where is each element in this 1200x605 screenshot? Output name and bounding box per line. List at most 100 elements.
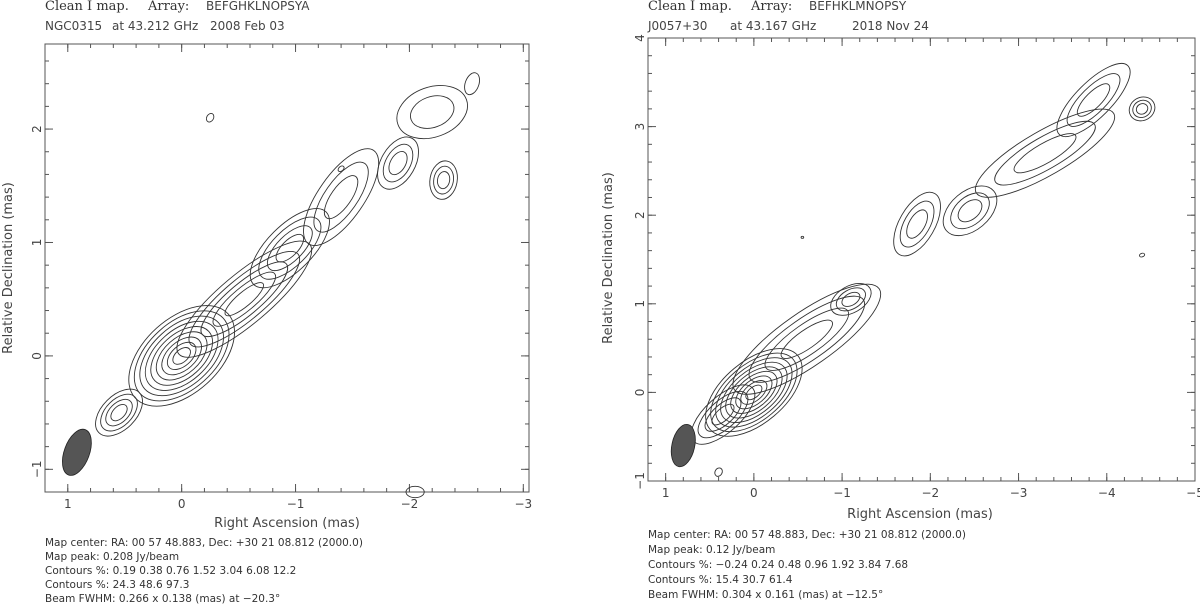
left-contour: [139, 315, 224, 397]
left-array: BEFGHKLNOPSYA: [206, 0, 310, 13]
right-contour: [711, 403, 735, 426]
right-contour: [710, 352, 798, 433]
right-contour: [1076, 83, 1111, 117]
left-contour: [382, 143, 414, 183]
right-date: 2018 Nov 24: [852, 19, 929, 33]
left-contour: [249, 208, 330, 289]
right-contour: [720, 361, 788, 423]
left-contour: [303, 148, 380, 246]
left-source: NGC0315: [45, 19, 102, 33]
left-contour: [396, 85, 468, 140]
left-contour: [436, 171, 451, 190]
left-ytick-label: 1: [30, 239, 44, 247]
right-title: Clean I map.: [648, 0, 732, 14]
right-contours: [670, 63, 1156, 477]
left-contour: [150, 326, 213, 386]
left-date: 2008 Feb 03: [210, 19, 285, 33]
left-contour: [188, 250, 301, 348]
right-contour: [957, 199, 983, 223]
left-contour: [258, 216, 322, 280]
left-contour: [464, 72, 480, 96]
right-contour: [714, 467, 723, 477]
left-xtick-label: 1: [64, 497, 72, 511]
right-array-label: Array:: [750, 0, 792, 14]
left-contour: [161, 336, 202, 376]
right-contour: [732, 283, 882, 395]
left-contour: [313, 161, 369, 233]
right-contour: [841, 291, 861, 307]
right-contour: [780, 319, 833, 359]
left-frame: [44, 43, 530, 493]
left-ytick-label: 2: [30, 125, 44, 133]
right-ytick-label: 2: [633, 211, 647, 219]
right-ytick-label: 0: [633, 389, 647, 397]
right-footer-line: Contours %: 15.4 30.7 61.4: [648, 574, 793, 586]
right-contour: [830, 282, 872, 316]
left-footer-line: Beam FWHM: 0.266 x 0.138 (mas) at −20.3°: [45, 593, 280, 605]
right-contour: [725, 366, 783, 419]
right-footer: Map center: RA: 00 57 48.883, Dec: +30 2…: [648, 529, 966, 601]
right-contour: [800, 235, 805, 239]
right-ylabel: Relative Declination (mas): [601, 172, 616, 344]
left-xtick-label: −1: [287, 497, 305, 511]
right-contour: [1139, 252, 1146, 258]
left-xtick-label: 0: [178, 497, 186, 511]
right-ytick-label: 3: [633, 123, 647, 131]
left-ytick-label: 0: [30, 352, 44, 360]
right-ytick-label: 1: [633, 300, 647, 308]
left-footer-line: Contours %: 24.3 48.6 97.3: [45, 579, 189, 591]
right-beam: [670, 423, 696, 468]
right-xtick-label: 1: [662, 486, 670, 500]
left-contour: [212, 271, 277, 327]
left-footer-line: Map center: RA: 00 57 48.883, Dec: +30 2…: [45, 537, 363, 549]
left-contour: [388, 151, 408, 176]
left-contour: [110, 404, 128, 422]
right-contour: [1135, 103, 1149, 115]
right-contour: [994, 120, 1096, 186]
right-contour: [705, 348, 803, 437]
right-contour: [735, 375, 773, 410]
right-contour: [906, 209, 928, 239]
right-frame: [647, 37, 1196, 482]
left-contour: [429, 160, 458, 200]
right-ticks: 1 0 −1 −2 −3 −4 −5 −1 0 1 2 3 4: [633, 34, 1200, 500]
left-beam: [62, 428, 92, 476]
right-footer-line: Contours %: −0.24 0.24 0.48 0.96 1.92 3.…: [648, 559, 908, 571]
right-contour: [697, 390, 749, 439]
left-footer-line: Contours %: 0.19 0.38 0.76 1.52 3.04 6.0…: [45, 565, 296, 577]
right-contour: [950, 192, 990, 230]
right-footer-line: Map center: RA: 00 57 48.883, Dec: +30 2…: [648, 529, 966, 541]
left-contour: [433, 165, 455, 195]
left-ticks: 1 0 −1 −2 −3 −1 0 1 2: [30, 44, 532, 511]
left-contour: [405, 485, 425, 499]
left-contour: [337, 165, 345, 173]
right-xlabel: Right Ascension (mas): [847, 507, 993, 522]
left-contour: [95, 388, 143, 437]
left-contour: [144, 320, 219, 391]
right-freq: at 43.167 GHz: [730, 19, 816, 33]
left-contour: [323, 175, 359, 220]
left-contour: [224, 282, 264, 317]
right-contour: [740, 380, 768, 405]
right-array: BEFHKLMNOPSY: [809, 0, 907, 13]
left-xlabel: Right Ascension (mas): [214, 516, 360, 531]
left-xtick-label: −2: [401, 497, 419, 511]
right-contour: [1013, 133, 1077, 174]
left-contour: [205, 112, 215, 123]
right-contour: [704, 397, 742, 432]
left-xtick-label: −3: [514, 497, 532, 511]
right-contour: [748, 295, 866, 383]
right-plot: 1 0 −1 −2 −3 −4 −5 −1 0 1 2 3 4 Right Ascension (mas…: [601, 34, 1200, 522]
left-contour: [105, 398, 133, 427]
left-contour: [200, 261, 289, 338]
right-contour: [1132, 99, 1152, 118]
right-footer-line: Map peak: 0.12 Jy/beam: [648, 544, 775, 556]
right-contour: [1128, 96, 1156, 122]
left-contour: [410, 95, 455, 129]
right-xtick-label: −1: [833, 486, 851, 500]
left-footer-line: Map peak: 0.208 Jy/beam: [45, 551, 179, 563]
right-contour: [899, 200, 935, 248]
right-ytick-label: 4: [633, 34, 647, 42]
right-footer-line: Beam FWHM: 0.304 x 0.161 (mas) at −12.5°: [648, 589, 883, 601]
